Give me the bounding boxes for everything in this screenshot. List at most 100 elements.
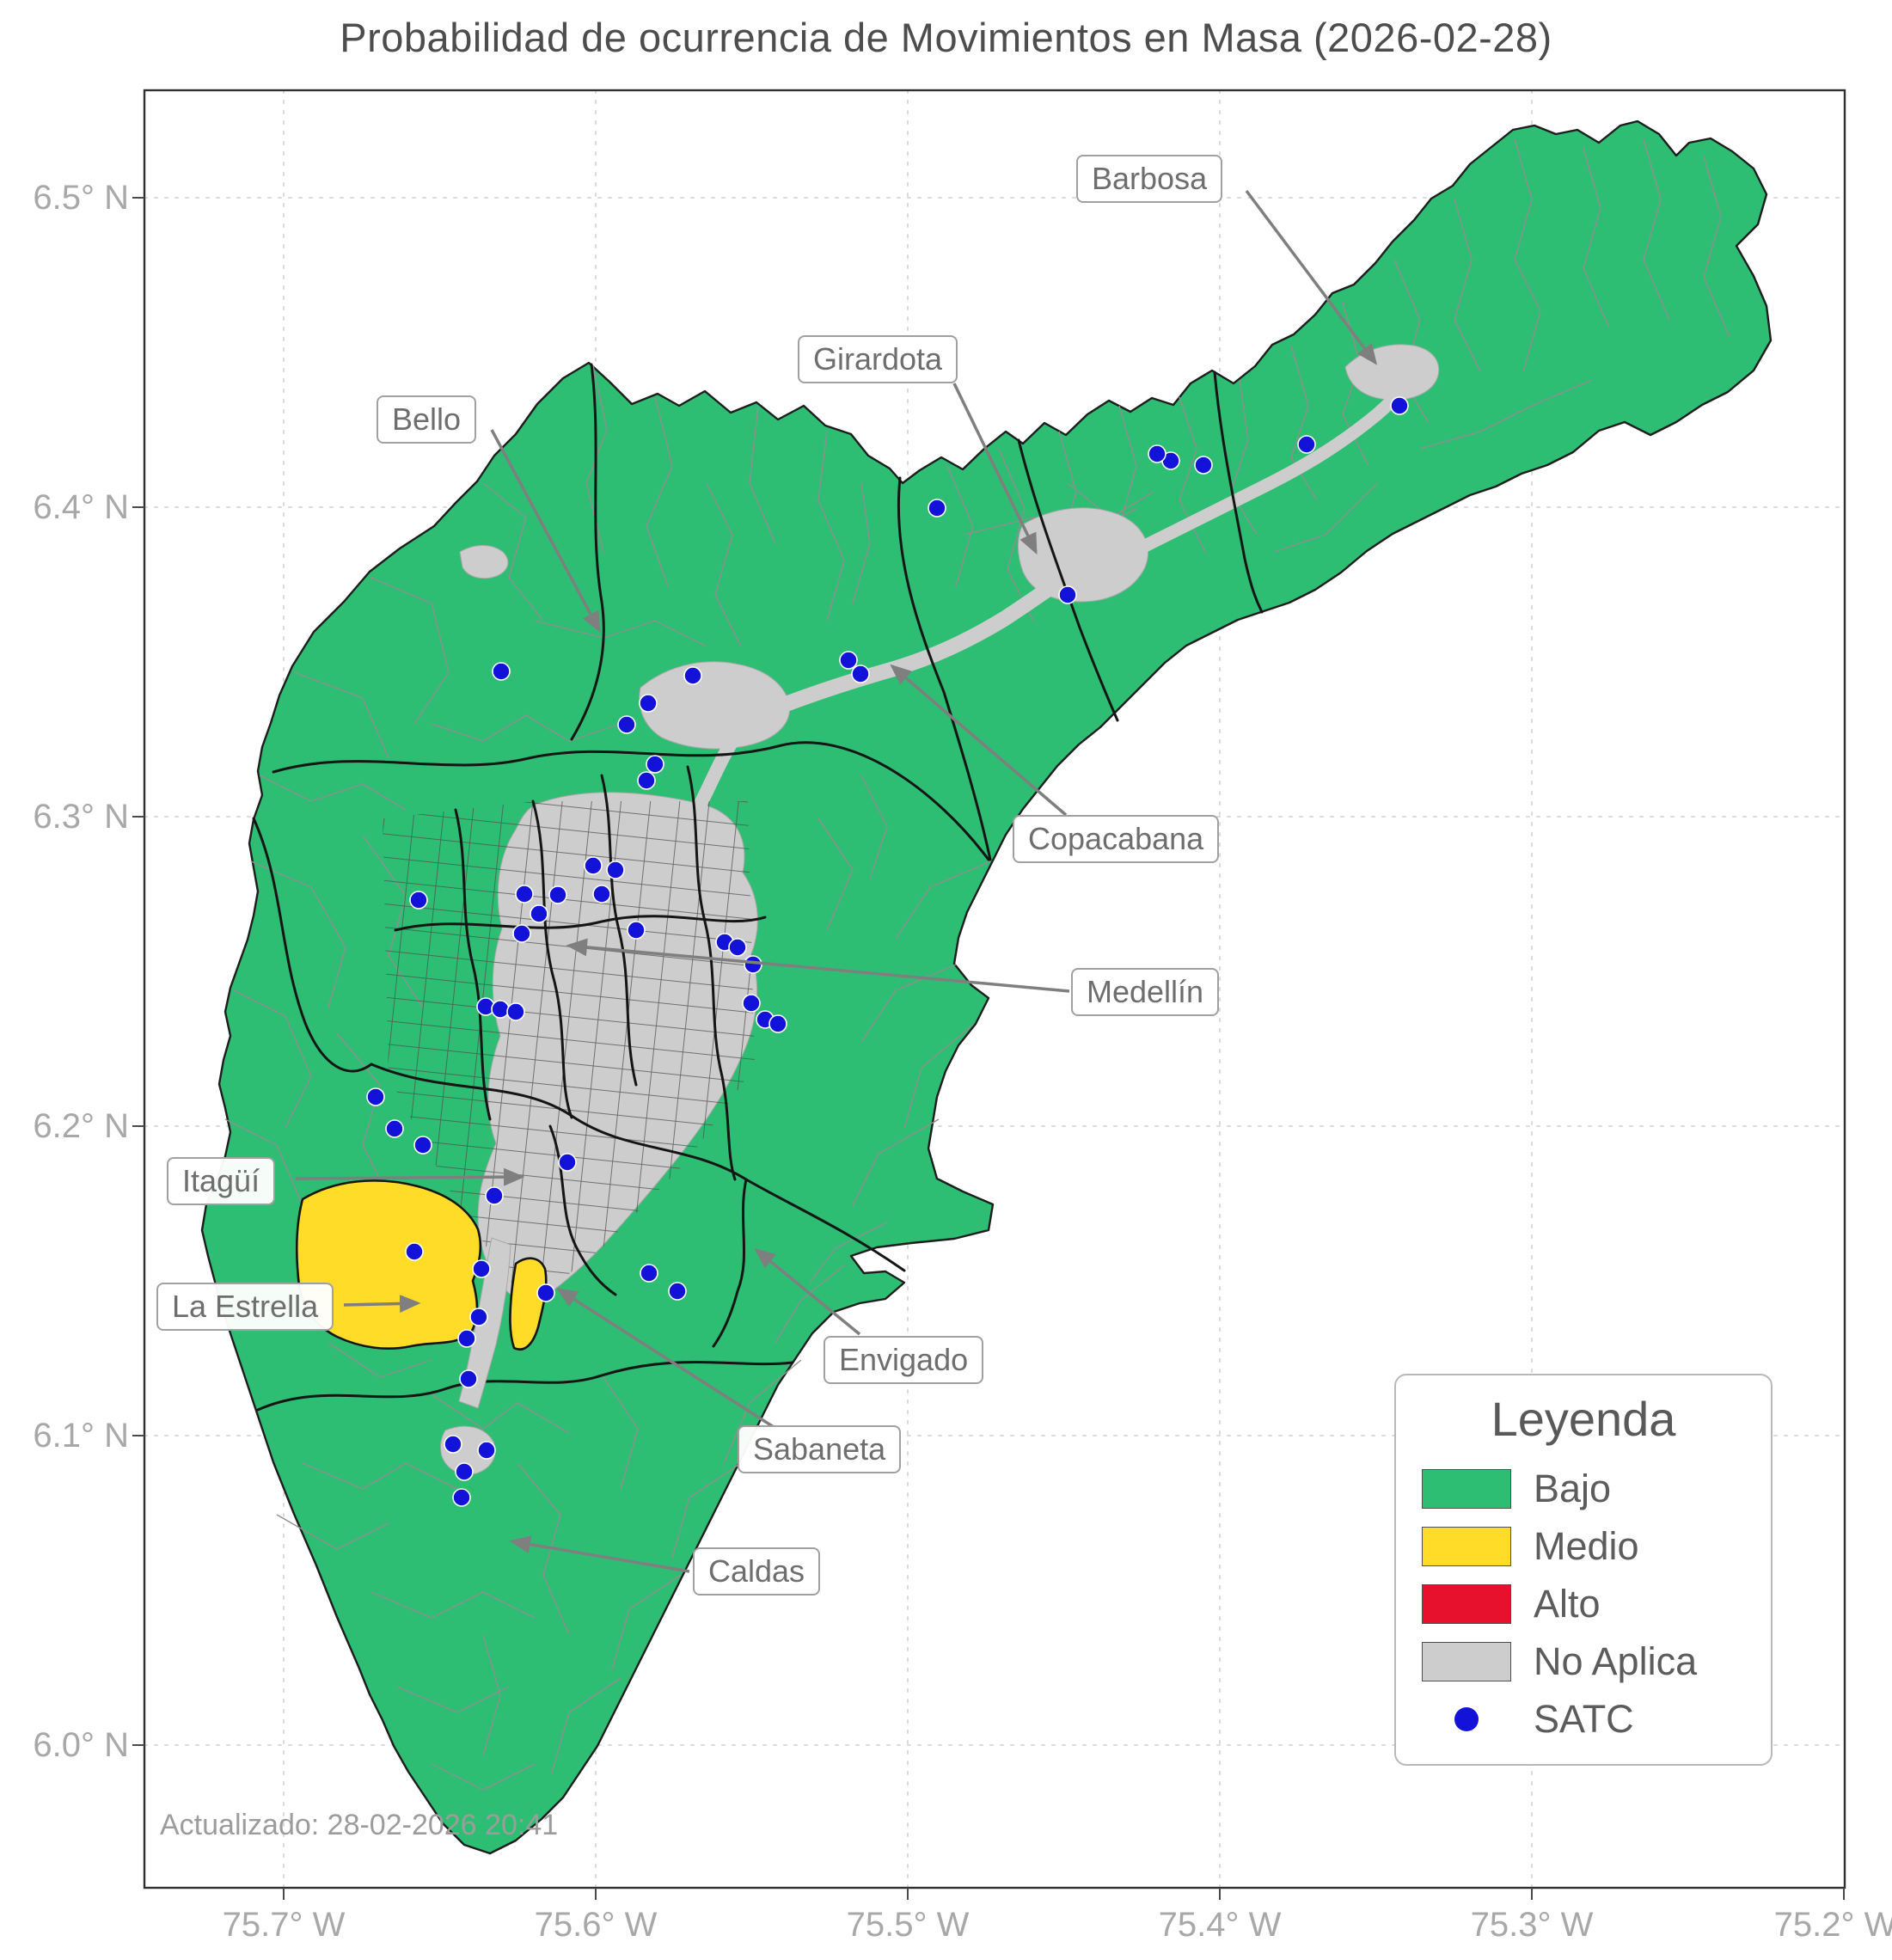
urban-grid [383,801,755,1307]
arrow-la-estrella [343,1294,421,1313]
arrow-caldas [509,1535,690,1573]
river-ribbon-north [733,556,1093,730]
y-tick-label: 6.1° N [33,1417,129,1455]
legend-item-alto: Alto [1422,1582,1745,1626]
x-tick-label: 75.4° W [1159,1906,1282,1944]
satc-point [512,924,531,943]
legend-item-bajo: Bajo [1422,1467,1745,1511]
satc-point [455,1462,474,1481]
medio-la-estrella-east [509,1257,548,1351]
satc-point [928,499,946,518]
legend-label-medio: Medio [1534,1524,1639,1568]
callout-barbosa: Barbosa [1076,155,1223,203]
satc-point [472,1259,491,1278]
satc-point [530,904,548,923]
satc-layer [366,396,1409,1507]
arrow-medellin [566,938,1070,993]
satc-point [506,1002,525,1021]
satc-point [444,1435,462,1454]
satc-point [584,856,603,875]
legend-label-alto: Alto [1534,1582,1601,1626]
satc-point [639,694,658,713]
callout-copacabana: Copacabana [1013,815,1220,863]
callout-envigado: Envigado [824,1336,984,1384]
satc-point [366,1087,385,1106]
satc-point [1297,435,1316,454]
y-tick-label: 6.2° N [33,1107,129,1145]
x-tick-label: 75.2° W [1774,1906,1892,1944]
satc-point [592,885,611,903]
arrow-barbosa [1245,189,1378,365]
arrow-sabaneta [556,1288,775,1429]
legend-label-satc: SATC [1534,1697,1634,1741]
callout-la-estrella: La Estrella [156,1283,334,1331]
satc-point [606,861,625,879]
satc-point [477,1441,496,1460]
legend-swatch-medio [1422,1527,1511,1566]
callout-itagui: Itagüí [167,1157,276,1205]
river-connector [694,726,744,811]
callout-girardota: Girardota [798,335,958,383]
legend-swatch-no-aplica [1422,1642,1511,1681]
legend-item-medio: Medio [1422,1524,1745,1569]
y-axis-labels: 6.5° N 6.4° N 6.3° N 6.2° N 6.1° N 6.0° … [33,179,129,1764]
callout-arrows [295,189,1378,1573]
y-tick-label: 6.0° N [33,1726,129,1764]
x-tick-label: 75.6° W [535,1906,658,1944]
satc-point [668,1282,687,1301]
legend-label-no-aplica: No Aplica [1534,1639,1698,1683]
legend-title: Leyenda [1491,1392,1676,1446]
satc-point [491,1000,510,1019]
satc-point [683,666,702,685]
x-tick-label: 75.7° W [223,1906,346,1944]
satc-point [405,1242,424,1261]
callout-caldas: Caldas [693,1547,821,1596]
region-bajo [200,119,1773,1855]
satc-point [558,1153,577,1172]
satc-point [627,921,646,940]
axis-tick-marks [132,197,1845,1900]
urban-north-bello [459,545,509,579]
satc-point [1194,456,1213,475]
x-tick-label: 75.5° W [847,1906,970,1944]
satc-point [742,994,761,1013]
satc-point [728,938,747,957]
satc-point [617,715,636,734]
legend-label-bajo: Bajo [1534,1467,1612,1510]
legend-swatch-satc [1422,1700,1511,1739]
updated-timestamp: Actualizado: 28-02-2026 20:41 [160,1809,559,1841]
legend-item-no-aplica: No Aplica [1422,1639,1745,1684]
satc-point [413,1136,432,1155]
satc-point [515,885,534,903]
callout-medellin: Medellín [1071,968,1220,1016]
satc-dot-icon [1454,1707,1479,1731]
satc-point [640,1264,658,1283]
legend-swatch-alto [1422,1584,1511,1624]
satc-point [459,1369,478,1388]
x-axis-labels: 75.7° W 75.6° W 75.5° W 75.4° W 75.3° W … [223,1906,1892,1944]
satc-point [548,885,567,904]
arrow-copacabana [890,664,1068,817]
satc-point [744,955,762,974]
legend-item-satc: SATC [1422,1697,1745,1742]
satc-point [385,1119,404,1138]
satc-point [409,891,428,910]
satc-point [839,651,858,670]
satc-point [637,771,656,790]
plot-border [143,89,1846,1890]
satc-point [1390,396,1409,415]
satc-point [452,1488,471,1507]
satc-point [1148,444,1166,463]
satc-point [851,665,870,683]
satc-point [457,1329,476,1348]
y-tick-label: 6.5° N [33,179,129,217]
urban-bello [639,661,791,750]
arrow-envigado [754,1247,861,1336]
x-tick-label: 75.3° W [1471,1906,1594,1944]
legend: Leyenda Bajo Medio Alto No Aplica SATC [1394,1374,1773,1766]
satc-point [469,1308,488,1326]
satc-point [646,755,664,774]
satc-point [485,1186,504,1205]
satc-point [1058,585,1077,604]
